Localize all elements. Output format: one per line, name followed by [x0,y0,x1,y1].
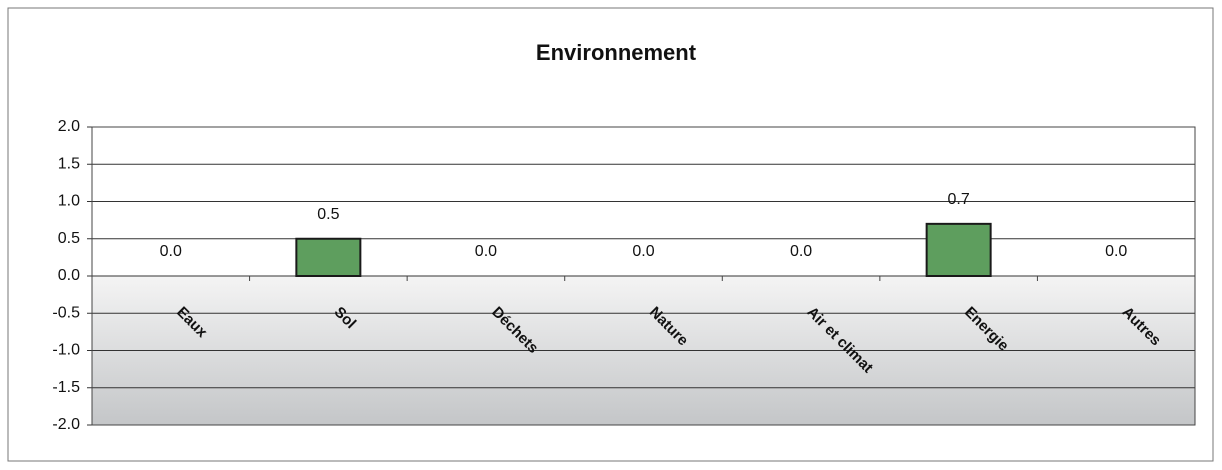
bar [295,237,362,277]
y-tick-label: 1.5 [58,155,80,172]
value-label: 0.0 [475,243,497,260]
y-tick-label: -2.0 [52,416,80,433]
value-label: 0.0 [790,243,812,260]
y-tick-label: 0.5 [58,230,80,247]
value-label: 0.5 [317,206,339,223]
value-label: 0.0 [632,243,654,260]
value-label: 0.0 [160,243,182,260]
bar [925,222,992,278]
y-tick-label: -1.0 [52,342,80,359]
value-label: 0.0 [1105,243,1127,260]
chart-title: Environnement [536,40,697,65]
y-tick-label: 1.0 [58,193,80,210]
y-tick-label: 0.0 [58,267,80,284]
y-tick-label: 2.0 [58,118,80,135]
y-tick-label: -1.5 [52,379,80,396]
value-label: 0.7 [948,191,970,208]
y-tick-label: -0.5 [52,304,80,321]
